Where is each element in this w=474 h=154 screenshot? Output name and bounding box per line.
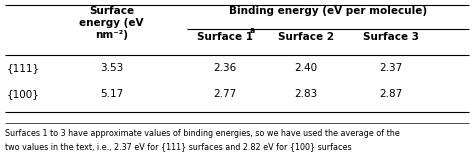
Text: a: a [250, 26, 255, 35]
Text: Surface 3: Surface 3 [363, 32, 419, 42]
Text: {100}: {100} [7, 89, 40, 99]
Text: Binding energy (eV per molecule): Binding energy (eV per molecule) [229, 6, 427, 16]
Text: Surface 2: Surface 2 [278, 32, 334, 42]
Text: 2.83: 2.83 [294, 89, 318, 99]
Text: 2.40: 2.40 [294, 63, 317, 73]
Text: Surface 1: Surface 1 [197, 32, 253, 42]
Text: 5.17: 5.17 [100, 89, 123, 99]
Text: 2.87: 2.87 [379, 89, 403, 99]
Text: Surface
energy (eV
nm⁻²): Surface energy (eV nm⁻²) [79, 6, 144, 40]
Text: two values in the text, i.e., 2.37 eV for {111} surfaces and 2.82 eV for {100} s: two values in the text, i.e., 2.37 eV fo… [5, 142, 351, 151]
Text: 3.53: 3.53 [100, 63, 123, 73]
Text: 2.77: 2.77 [213, 89, 237, 99]
Text: 2.36: 2.36 [213, 63, 237, 73]
Text: 2.37: 2.37 [379, 63, 403, 73]
Text: {111}: {111} [7, 63, 40, 73]
Text: Surfaces 1 to 3 have approximate values of binding energies, so we have used the: Surfaces 1 to 3 have approximate values … [5, 129, 400, 138]
